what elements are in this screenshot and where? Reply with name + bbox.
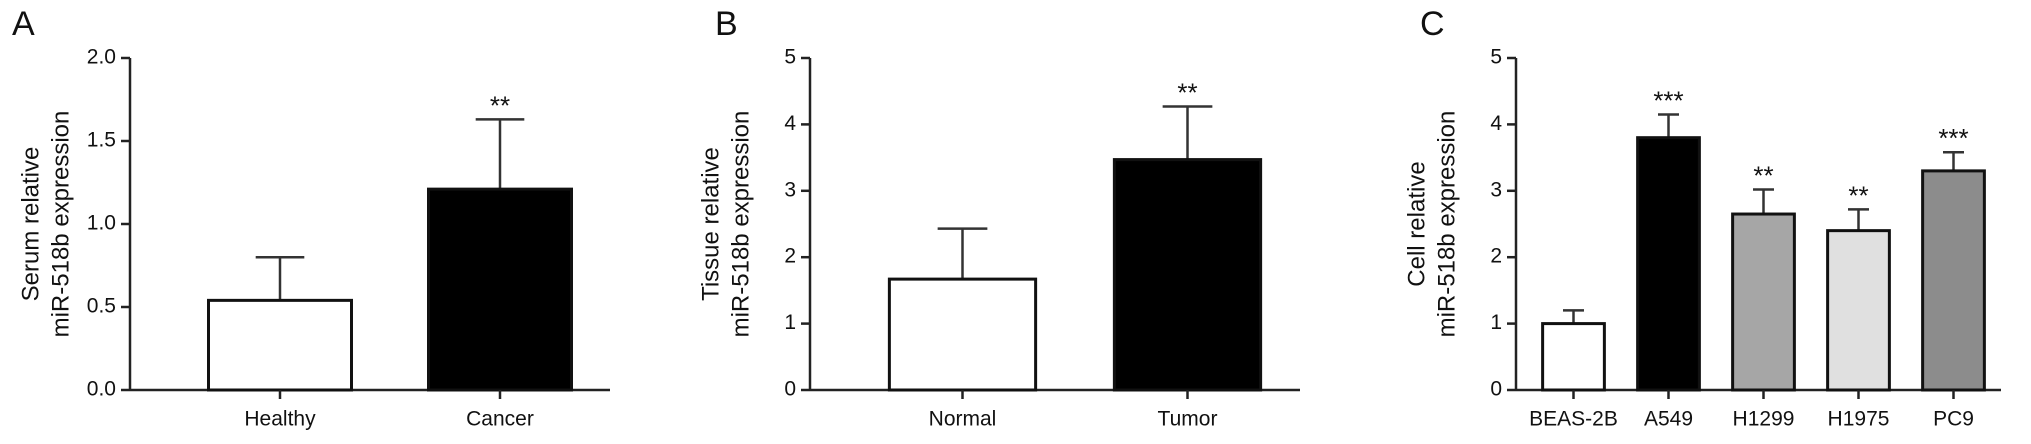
x-tick-label: Tumor — [1158, 408, 1218, 431]
significance-label: ** — [1753, 160, 1773, 190]
x-tick-label: A549 — [1644, 408, 1693, 431]
x-tick-label: Healthy — [244, 408, 316, 431]
y-tick-label: 5 — [784, 46, 796, 69]
bar — [1541, 322, 1606, 392]
y-tick-label: 0.5 — [87, 295, 116, 318]
y-tick-label: 4 — [1490, 112, 1502, 135]
y-tick-label: 1 — [784, 311, 796, 334]
y-tick-label: 0.0 — [87, 378, 116, 401]
y-axis-label: Serum relative — [17, 147, 44, 302]
x-tick-label: BEAS-2B — [1529, 408, 1618, 431]
y-axis-label: Cell relative — [1403, 161, 1430, 286]
y-tick-label: 1.5 — [87, 129, 116, 152]
x-tick-label: H1299 — [1733, 408, 1795, 431]
bar — [207, 298, 353, 392]
y-tick-label: 4 — [784, 112, 796, 135]
significance-label: *** — [1653, 85, 1683, 115]
panel-label: A — [12, 5, 35, 43]
x-tick-label: Normal — [929, 408, 997, 431]
y-tick-label: 2 — [784, 245, 796, 268]
panel-label: B — [715, 5, 738, 43]
y-axis-label: miR-518b expression — [727, 111, 754, 338]
y-tick-label: 1.0 — [87, 212, 116, 235]
bar — [1731, 212, 1796, 392]
significance-label: ** — [1848, 180, 1868, 210]
panel-label: C — [1420, 5, 1445, 43]
y-tick-label: 5 — [1490, 46, 1502, 69]
bar — [1826, 229, 1891, 392]
y-tick-label: 3 — [784, 178, 796, 201]
bar — [1921, 169, 1986, 392]
x-tick-label: H1975 — [1828, 408, 1890, 431]
bar — [1636, 136, 1701, 392]
y-axis-label: miR-518b expression — [47, 111, 74, 338]
y-axis-label: miR-518b expression — [1433, 111, 1460, 338]
significance-label: ** — [1177, 77, 1197, 107]
significance-label: ** — [490, 90, 510, 120]
y-tick-label: 2.0 — [87, 46, 116, 69]
bar — [887, 277, 1038, 392]
y-tick-label: 0 — [1490, 378, 1502, 401]
y-axis-label: Tissue relative — [697, 147, 724, 301]
bar — [427, 187, 573, 392]
y-tick-label: 1 — [1490, 311, 1502, 334]
significance-label: *** — [1938, 123, 1968, 153]
x-tick-label: Cancer — [466, 408, 534, 431]
y-tick-label: 2 — [1490, 245, 1502, 268]
y-tick-label: 3 — [1490, 178, 1502, 201]
x-tick-label: PC9 — [1933, 408, 1974, 431]
y-tick-label: 0 — [784, 378, 796, 401]
bar — [1112, 158, 1263, 392]
